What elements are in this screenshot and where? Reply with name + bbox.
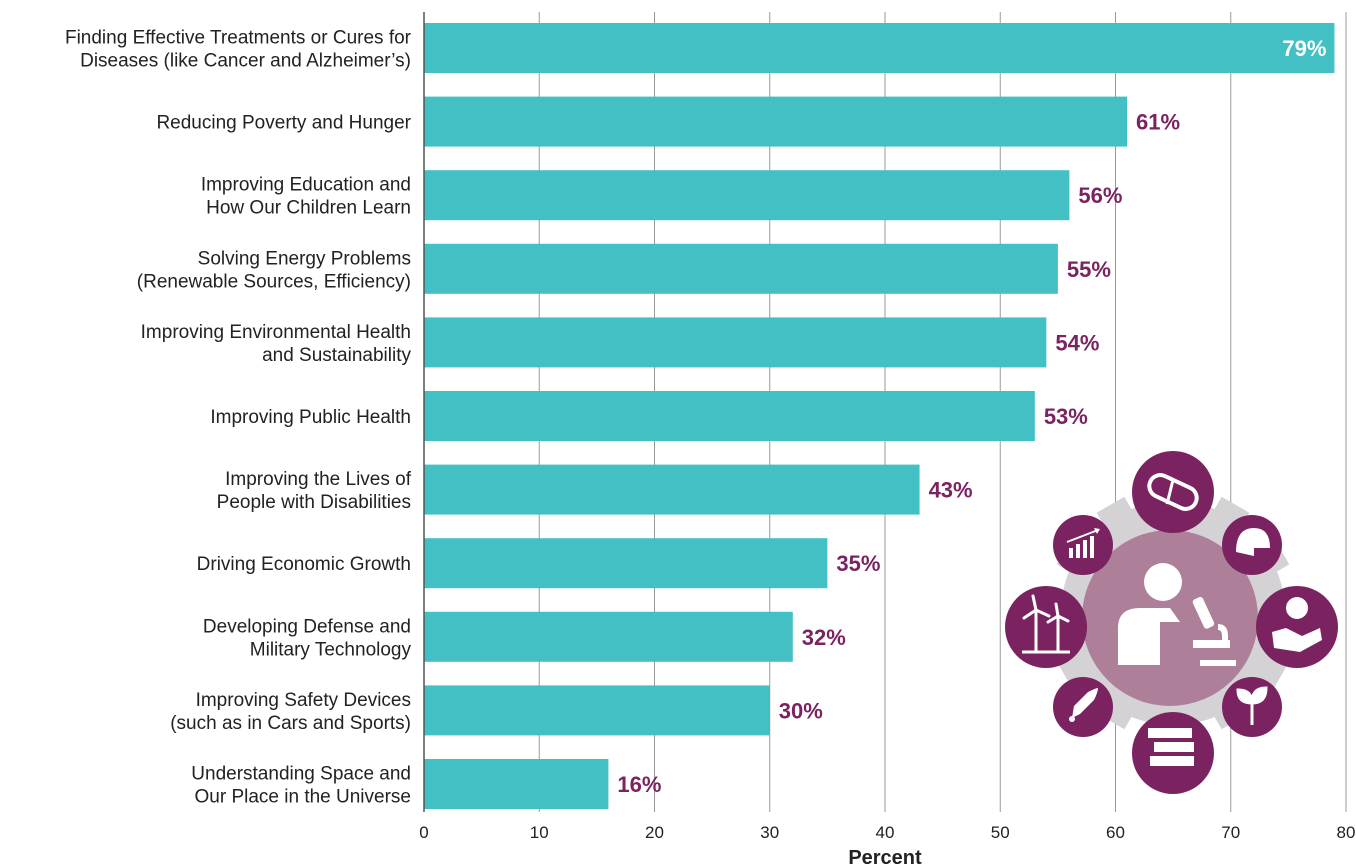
category-labels: Finding Effective Treatments or Cures fo… (65, 28, 412, 808)
category-label: Improving the Lives of People with Disabi… (217, 469, 412, 513)
bar (424, 243, 1058, 294)
bar (424, 23, 1335, 73)
category-label: Improving Education and How Our Children … (201, 175, 411, 219)
bar (424, 685, 770, 736)
category-label: Improving Public Health (210, 407, 411, 428)
x-tick-label: 0 (419, 823, 428, 842)
category-label: Improving Environmental Health and Sustai… (141, 322, 412, 366)
bar (424, 611, 793, 662)
category-label: Understanding Space and Our Place in the … (191, 764, 411, 808)
x-tick-label: 50 (991, 823, 1010, 842)
data-label: 35% (836, 551, 880, 576)
bar (424, 391, 1035, 441)
bar (424, 759, 609, 809)
x-tick-labels: 0 10 20 30 40 50 60 70 80 (419, 823, 1355, 842)
sprout-icon (1222, 677, 1282, 737)
data-label: 30% (779, 698, 823, 723)
x-tick-label: 60 (1106, 823, 1125, 842)
bar (424, 317, 1047, 368)
x-tick-label: 80 (1337, 823, 1356, 842)
rocket-icon (1053, 677, 1113, 737)
science-illustration (1005, 451, 1338, 794)
scientist-with-microscope-icon (1082, 530, 1258, 706)
data-label: 32% (802, 625, 846, 650)
value-labels: 79% 61% 56% 55% 54% 53% 43% 35% 32% 30% 16% (617, 36, 1326, 797)
data-label: 53% (1044, 404, 1088, 429)
apple-in-hand-icon (1256, 586, 1338, 668)
category-label: Developing Defense and Military Technolog… (203, 616, 412, 660)
category-label: Finding Effective Treatments or Cures fo… (65, 28, 412, 72)
category-label: Driving Economic Growth (197, 554, 411, 575)
wind-turbines-icon (1005, 586, 1087, 668)
data-label: 56% (1078, 183, 1122, 208)
category-label: Improving Safety Devices (such as in Cars… (170, 690, 411, 734)
data-label: 54% (1055, 330, 1099, 355)
bar (424, 538, 828, 589)
x-tick-label: 70 (1221, 823, 1240, 842)
data-label: 55% (1067, 257, 1111, 282)
x-axis-title: Percent (848, 847, 922, 867)
x-tick-label: 20 (645, 823, 664, 842)
bar (424, 170, 1070, 221)
data-label: 61% (1136, 110, 1180, 135)
pills-icon (1132, 451, 1214, 533)
data-label: 43% (929, 478, 973, 503)
data-label: 79% (1282, 36, 1326, 61)
bars (424, 23, 1335, 809)
data-label: 16% (617, 772, 661, 797)
books-icon (1132, 712, 1214, 794)
growth-chart-icon (1053, 515, 1113, 575)
category-label: Solving Energy Problems (Renewable Source… (137, 248, 411, 292)
x-tick-label: 40 (876, 823, 895, 842)
x-tick-label: 10 (530, 823, 549, 842)
category-label: Reducing Poverty and Hunger (156, 113, 411, 134)
bar (424, 96, 1128, 147)
bar (424, 464, 920, 515)
helmet-icon (1222, 515, 1282, 575)
x-tick-label: 30 (760, 823, 779, 842)
